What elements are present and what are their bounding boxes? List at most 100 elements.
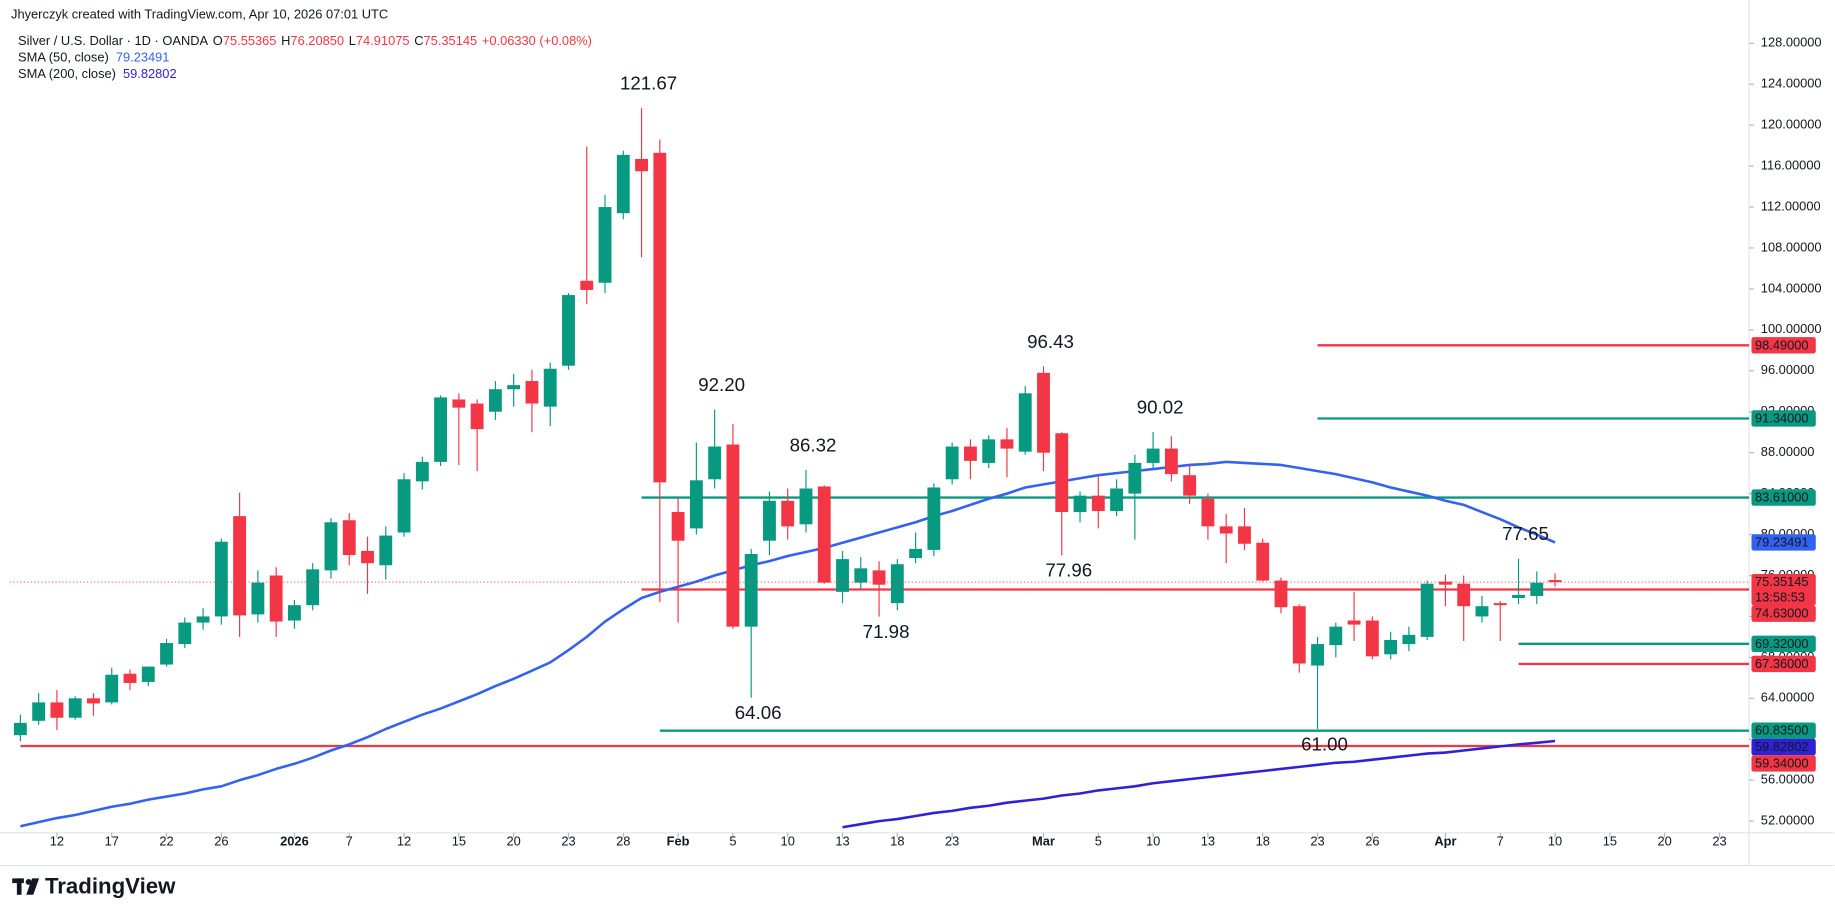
candle-body [87,698,100,704]
x-tick-label: 23 [945,834,959,849]
plot [13,108,1750,829]
y-tick-label: 88.00000 [1761,444,1815,459]
x-tick-label: 10 [1548,834,1562,849]
candle-body [32,702,46,721]
candle-body [1493,603,1507,606]
price-box [1751,605,1816,622]
candle-body [836,559,849,592]
sma-line [20,460,1556,828]
candle-body [799,488,813,525]
candle-body [1201,498,1215,527]
x-tick-label: 10 [781,834,795,849]
candle-body [178,622,192,645]
price-box-label: 59.34000 [1755,755,1809,770]
logo-part [16,878,22,895]
price-box [1751,635,1816,653]
y-tick-label: 56.00000 [1761,772,1815,787]
logo-part [25,878,32,885]
candle-body [1475,606,1489,617]
x-tick-label: 26 [1365,834,1379,849]
candle-body [160,643,173,665]
legend-symbol: Silver / U.S. Dollar · 1D · OANDA O75.553… [18,33,592,48]
ohlc-key: L [349,33,356,48]
y-tick-label: 128.00000 [1761,35,1822,50]
candle-body [1183,475,1197,496]
candle-body [1457,583,1471,607]
annotation: 96.43 [1027,331,1074,352]
candle-body [1420,583,1434,637]
symbol: Silver / U.S. Dollar · 1D · OANDA [18,33,208,48]
legend-name: SMA (50, close) [18,50,109,65]
y-tick-label: 120.00000 [1761,117,1822,132]
x-tick-label: 7 [346,834,353,849]
candle-body [50,702,64,718]
annotation: 61.00 [1301,733,1348,754]
y-tick-label: 96.00000 [1761,362,1815,377]
x-tick-label: 23 [1712,834,1726,849]
candle-body [68,698,82,718]
x-tick-label: 5 [1095,834,1102,849]
y-tick-label: 108.00000 [1761,239,1822,254]
candle-body [269,575,283,622]
candle-body [927,487,941,550]
candle-body [452,399,466,408]
x-tick-label: 18 [1256,834,1270,849]
x-tick-label: 10 [1146,834,1160,849]
candle-body [1365,620,1379,657]
candle-body [251,582,265,615]
countdown: 13:58:53 [1755,589,1805,604]
x-tick-label: 2026 [280,834,309,849]
candle-body [1018,393,1032,452]
candle-body [1512,594,1525,599]
legend-name: SMA (200, close) [18,66,116,81]
y-tick-label: 124.00000 [1761,76,1822,91]
candle-body [1402,634,1416,645]
x-tick-label: Feb [667,834,690,849]
y-tick-label: 104.00000 [1761,280,1822,295]
candle-body [1110,488,1124,512]
candle-body [744,553,758,627]
legend-sma200: SMA (200, close) 59.82802 [18,66,177,81]
price-box [1751,738,1816,756]
candle-body [141,666,155,682]
annotation: 86.32 [790,434,837,455]
candle-body [1091,495,1105,512]
candle-body [470,403,484,430]
candle-body [580,280,594,290]
candle-body [890,564,904,604]
x-tick-label: 23 [561,834,575,849]
candle-body [982,439,996,463]
candle-body [1438,581,1452,585]
x-tick-label: 5 [729,834,736,849]
price-box [1751,489,1816,506]
candle-body [726,444,740,627]
brand: TradingView [45,874,176,899]
candle-body [854,568,868,583]
ohlc-key: H [281,33,290,48]
candle-body [543,368,557,407]
candle-body [909,548,923,559]
x-tick-label: 15 [452,834,466,849]
candle-body [671,512,685,541]
price-box-label: 98.49000 [1755,337,1809,352]
annotation: 77.96 [1045,560,1092,581]
candle-body [817,486,831,583]
x-tick-label: 20 [507,834,521,849]
price-box [1751,573,1816,606]
price-box-label: 79.23491 [1755,534,1809,549]
annotation: 90.02 [1137,397,1184,418]
x-tick-label: 15 [1603,834,1617,849]
change: +0.06330 (+0.08%) [482,33,592,48]
x-tick-label: 18 [890,834,904,849]
candle-body [214,541,228,617]
ohlc-value: 75.35145 [424,33,478,48]
legend-sma50: SMA (50, close) 79.23491 [18,50,169,65]
ohlc-value: 75.55365 [223,33,277,48]
y-tick-label: 100.00000 [1761,321,1822,336]
candle-body [1384,639,1398,655]
attribution: Jhyerczyk created with TradingView.com, … [11,7,388,22]
x-tick-label: 13 [835,834,849,849]
x-tick-label: 22 [159,834,173,849]
